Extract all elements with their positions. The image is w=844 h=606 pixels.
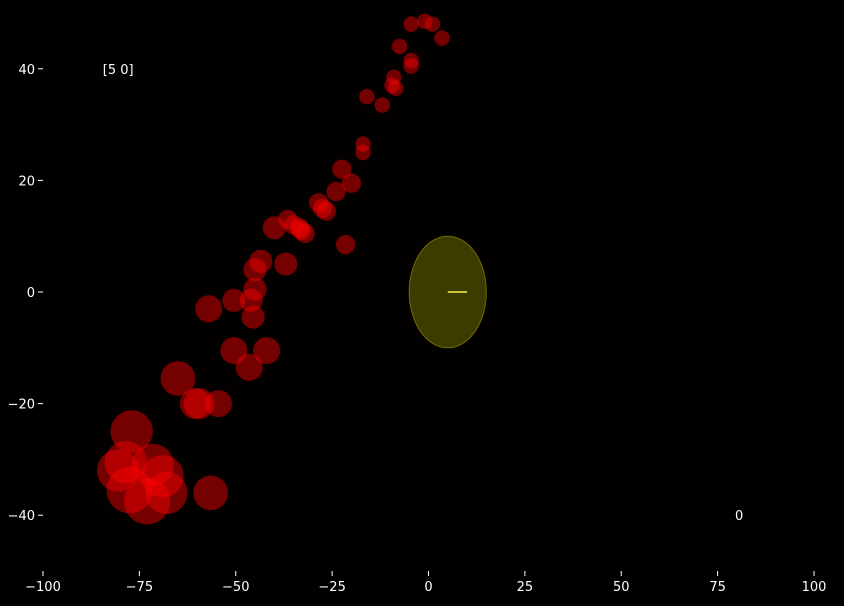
data-point	[403, 58, 419, 74]
data-point	[335, 234, 356, 255]
data-point	[403, 52, 419, 69]
data-point	[183, 388, 215, 420]
data-point	[312, 198, 333, 218]
points-layer	[96, 13, 450, 525]
data-point	[291, 220, 311, 241]
x-tick-label: 25	[517, 580, 534, 595]
data-point	[243, 258, 267, 282]
x-tick-label: 50	[613, 580, 630, 595]
data-point	[374, 97, 390, 113]
data-point	[355, 136, 371, 152]
data-point	[220, 337, 248, 365]
data-point	[289, 218, 309, 238]
data-point	[308, 193, 329, 213]
data-point	[204, 390, 232, 418]
data-point	[235, 353, 263, 381]
data-point	[403, 16, 419, 32]
data-point	[295, 223, 315, 244]
annotation-bottom-right: 0	[735, 509, 743, 524]
data-point	[123, 478, 171, 525]
data-point	[110, 410, 153, 453]
y-tick-label: 20	[18, 174, 35, 189]
data-point	[96, 449, 140, 492]
data-point	[391, 38, 408, 55]
x-tick-label: −25	[318, 580, 345, 595]
data-point	[316, 201, 336, 221]
data-point	[424, 16, 441, 32]
data-point	[262, 216, 286, 240]
data-point	[416, 13, 433, 30]
data-point	[106, 466, 153, 514]
data-point	[384, 77, 400, 94]
data-point	[388, 80, 404, 97]
data-point	[141, 454, 184, 498]
data-point	[341, 173, 362, 193]
data-point	[283, 215, 304, 235]
x-tick-label: −100	[25, 580, 61, 595]
data-point	[239, 288, 263, 312]
data-point	[249, 249, 273, 273]
y-tick-label: −40	[8, 509, 35, 524]
data-point	[104, 440, 148, 484]
data-point	[326, 181, 346, 202]
data-point	[193, 475, 229, 511]
data-point	[241, 305, 265, 329]
data-point	[278, 209, 298, 230]
data-point	[253, 337, 281, 365]
data-point	[355, 144, 371, 161]
x-tick-label: 100	[802, 580, 827, 595]
x-tick-label: −75	[126, 580, 153, 595]
data-point	[160, 361, 196, 396]
data-point	[145, 471, 188, 515]
y-tick-label: 40	[18, 63, 35, 78]
data-point	[274, 252, 298, 276]
data-point	[386, 69, 402, 85]
data-point	[359, 88, 375, 105]
data-point	[434, 30, 450, 46]
y-tick-label: 0	[27, 286, 35, 301]
data-point	[332, 159, 352, 179]
x-tick-label: 0	[424, 580, 432, 595]
data-point	[243, 277, 267, 301]
y-tick-label: −20	[8, 398, 35, 413]
axis-ticks: −100 −75 −50 −25 0 25 50 75 100 −40 −20 0 20 40	[8, 63, 827, 595]
data-point	[195, 295, 223, 323]
data-point	[179, 388, 211, 420]
annotation-top-left: [5 0]	[103, 63, 134, 78]
data-point	[131, 443, 175, 487]
x-tick-label: 75	[709, 580, 726, 595]
data-point	[222, 288, 246, 312]
x-tick-label: −50	[222, 580, 249, 595]
